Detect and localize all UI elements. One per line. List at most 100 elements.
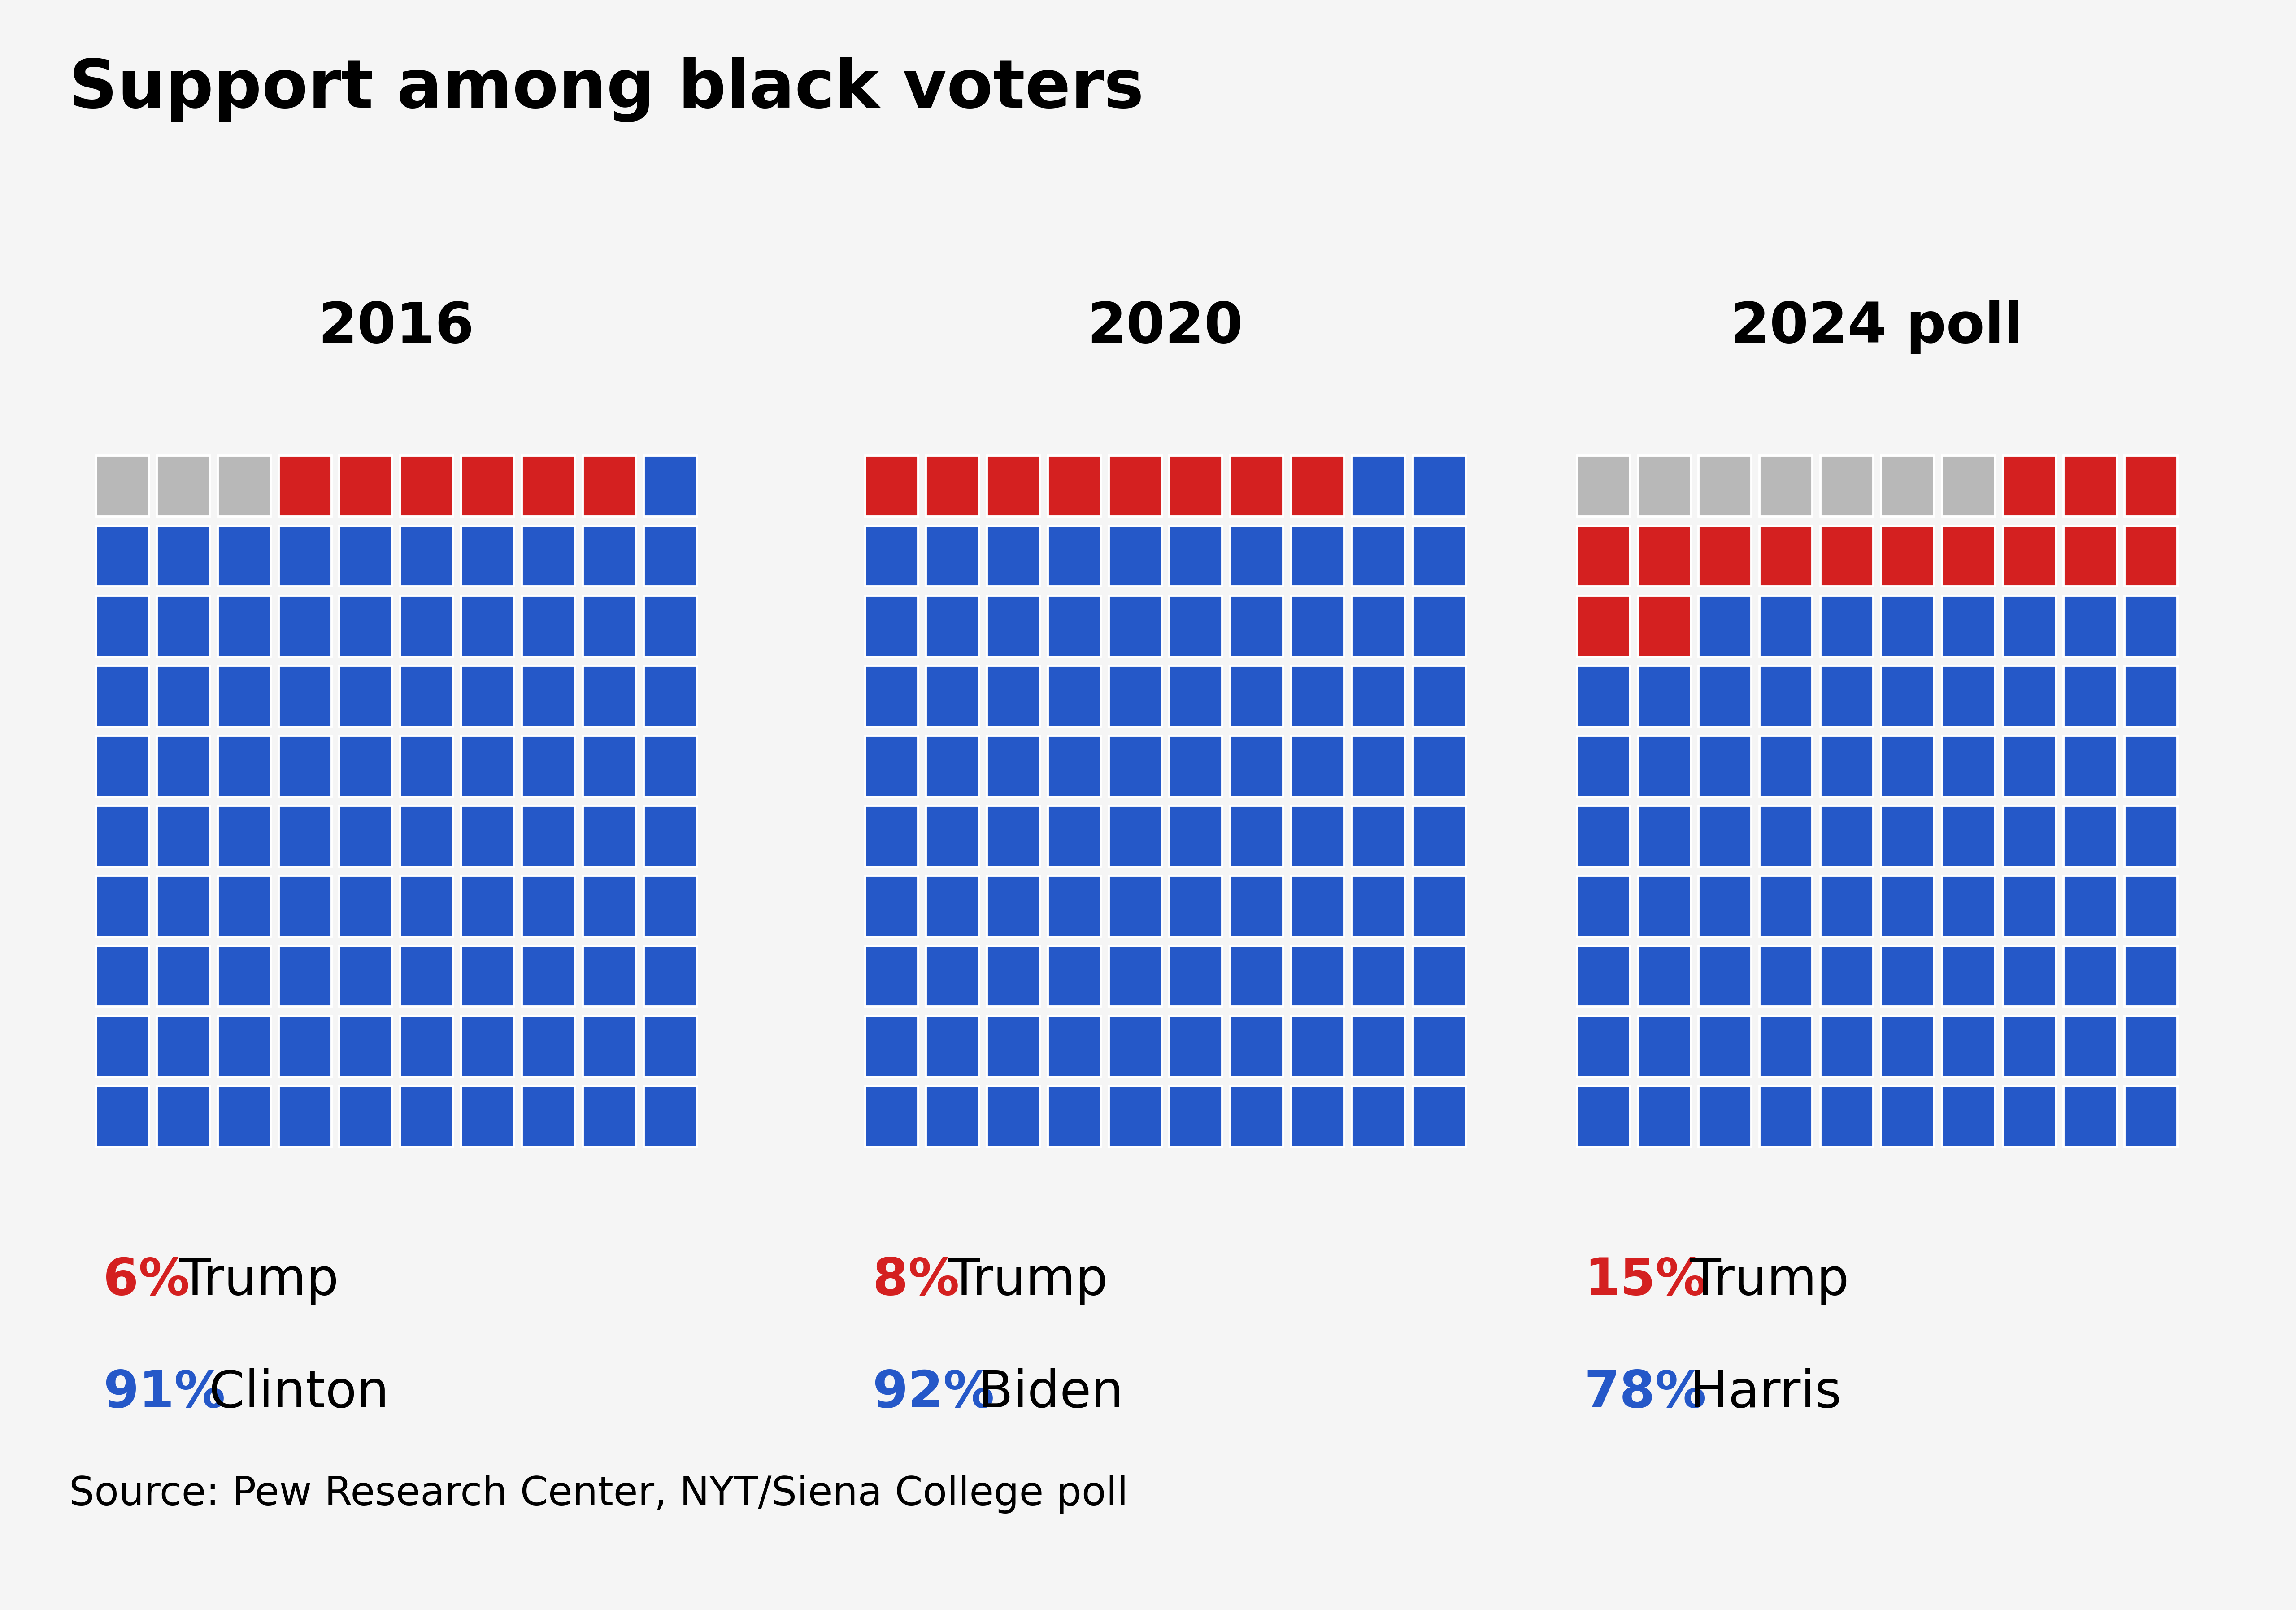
Bar: [1637, 945, 1690, 1006]
Bar: [1412, 1016, 1465, 1077]
Bar: [96, 1085, 149, 1146]
Bar: [1109, 665, 1162, 726]
Bar: [1047, 665, 1100, 726]
Bar: [278, 525, 331, 586]
Bar: [1352, 736, 1405, 797]
Bar: [1699, 1085, 1752, 1146]
Bar: [1821, 805, 1874, 866]
Bar: [2064, 1016, 2117, 1077]
Bar: [156, 456, 209, 517]
Bar: [925, 665, 978, 726]
Bar: [340, 876, 393, 937]
Bar: [1942, 456, 1995, 517]
Bar: [461, 665, 514, 726]
Bar: [1637, 805, 1690, 866]
Bar: [1412, 665, 1465, 726]
Bar: [583, 1016, 636, 1077]
Bar: [2064, 665, 2117, 726]
Bar: [278, 1016, 331, 1077]
Bar: [340, 736, 393, 797]
Bar: [218, 1016, 271, 1077]
Bar: [96, 945, 149, 1006]
Bar: [1412, 736, 1465, 797]
Bar: [1821, 1016, 1874, 1077]
Bar: [1759, 1085, 1812, 1146]
Bar: [2124, 1085, 2177, 1146]
Bar: [400, 1085, 452, 1146]
Bar: [1412, 945, 1465, 1006]
Bar: [866, 525, 918, 586]
Bar: [2124, 736, 2177, 797]
Bar: [1821, 736, 1874, 797]
Bar: [521, 525, 574, 586]
Text: Trump: Trump: [163, 1256, 338, 1306]
Bar: [1047, 456, 1100, 517]
Bar: [400, 876, 452, 937]
Bar: [1352, 1085, 1405, 1146]
Bar: [1109, 1085, 1162, 1146]
Bar: [1231, 525, 1283, 586]
Bar: [1577, 456, 1630, 517]
Bar: [2124, 1016, 2177, 1077]
Bar: [583, 945, 636, 1006]
Text: Support among black voters: Support among black voters: [69, 56, 1143, 122]
Bar: [1231, 1016, 1283, 1077]
Bar: [643, 736, 696, 797]
Bar: [2124, 596, 2177, 657]
Bar: [156, 805, 209, 866]
Bar: [278, 736, 331, 797]
Bar: [987, 1016, 1040, 1077]
Bar: [925, 1085, 978, 1146]
Bar: [1699, 805, 1752, 866]
Text: 92%: 92%: [872, 1368, 994, 1418]
Bar: [1047, 1085, 1100, 1146]
Bar: [987, 805, 1040, 866]
Bar: [987, 665, 1040, 726]
Bar: [278, 1085, 331, 1146]
Bar: [925, 525, 978, 586]
Bar: [987, 876, 1040, 937]
Bar: [583, 456, 636, 517]
Bar: [461, 1016, 514, 1077]
Bar: [96, 525, 149, 586]
Bar: [643, 665, 696, 726]
Bar: [521, 876, 574, 937]
Bar: [218, 1085, 271, 1146]
Bar: [1577, 1016, 1630, 1077]
Bar: [1352, 525, 1405, 586]
Bar: [987, 736, 1040, 797]
Text: 6%: 6%: [103, 1256, 191, 1306]
Bar: [2124, 805, 2177, 866]
Bar: [2002, 525, 2055, 586]
Bar: [1290, 736, 1343, 797]
Text: 2020: 2020: [1088, 299, 1242, 354]
Bar: [156, 736, 209, 797]
Bar: [1412, 876, 1465, 937]
Bar: [2002, 945, 2055, 1006]
Bar: [2124, 665, 2177, 726]
Bar: [1109, 736, 1162, 797]
Bar: [400, 945, 452, 1006]
Bar: [1412, 525, 1465, 586]
Bar: [400, 805, 452, 866]
Bar: [461, 876, 514, 937]
Bar: [461, 945, 514, 1006]
Bar: [340, 665, 393, 726]
Bar: [96, 596, 149, 657]
Bar: [1231, 805, 1283, 866]
Bar: [925, 596, 978, 657]
Bar: [1880, 1085, 1933, 1146]
Bar: [1699, 665, 1752, 726]
Bar: [340, 805, 393, 866]
Bar: [278, 456, 331, 517]
Bar: [2064, 525, 2117, 586]
Bar: [1231, 596, 1283, 657]
Bar: [1699, 945, 1752, 1006]
Bar: [521, 1085, 574, 1146]
Bar: [218, 665, 271, 726]
Bar: [1759, 665, 1812, 726]
Bar: [925, 736, 978, 797]
Bar: [1699, 596, 1752, 657]
Bar: [1047, 945, 1100, 1006]
Bar: [1577, 876, 1630, 937]
